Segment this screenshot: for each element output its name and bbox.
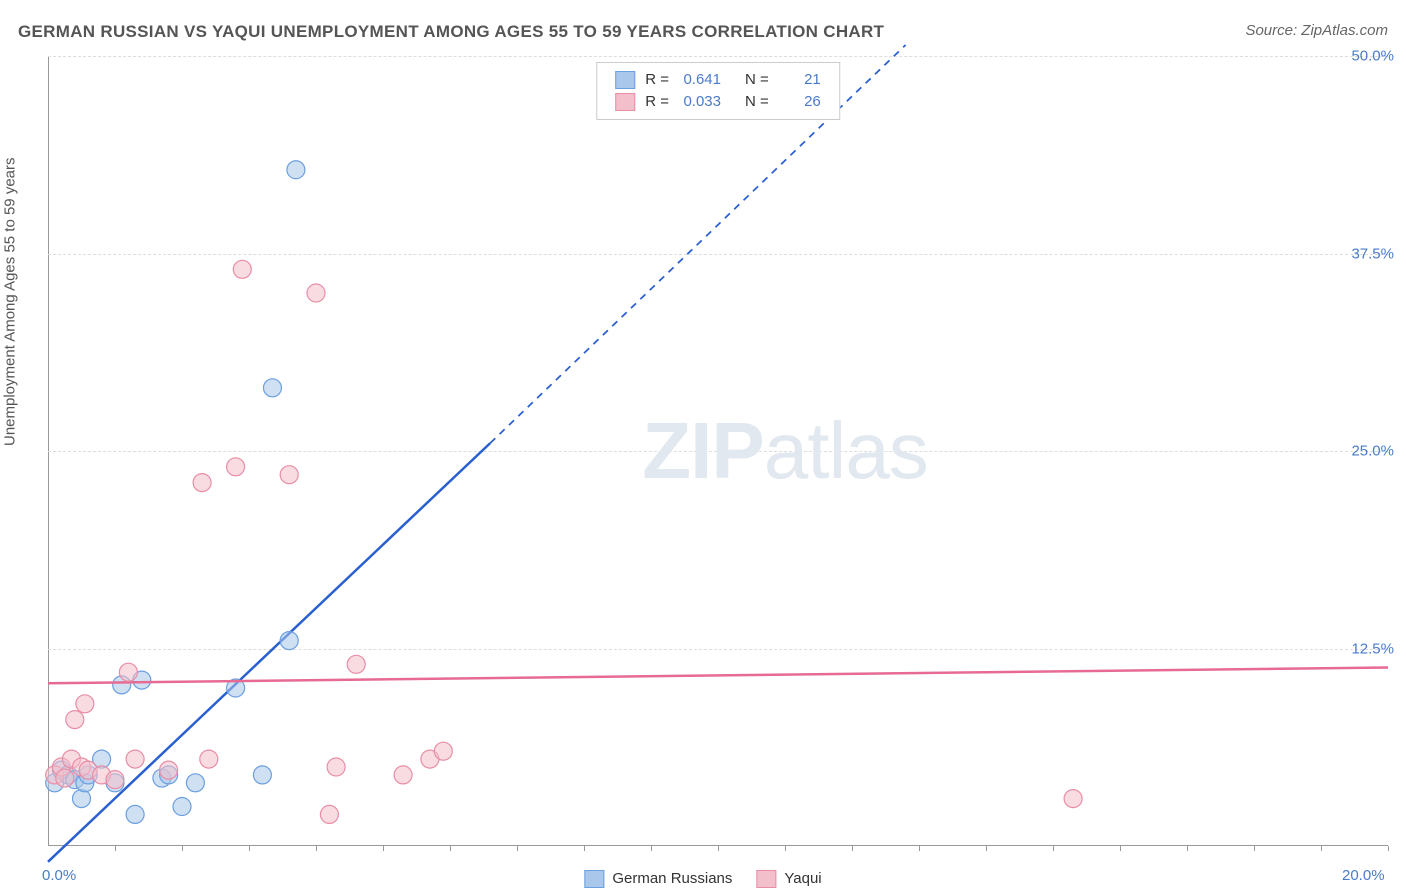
- r-value: 0.033: [679, 91, 721, 113]
- x-tick: [651, 846, 652, 851]
- data-point: [1064, 790, 1082, 808]
- x-tick: [1053, 846, 1054, 851]
- y-tick-label: 25.0%: [1351, 443, 1394, 460]
- x-tick: [1187, 846, 1188, 851]
- x-tick: [919, 846, 920, 851]
- data-point: [434, 742, 452, 760]
- x-tick: [1120, 846, 1121, 851]
- y-tick-label: 37.5%: [1351, 245, 1394, 262]
- legend-swatch: [615, 93, 635, 111]
- x-tick: [1254, 846, 1255, 851]
- x-tick: [383, 846, 384, 851]
- data-point: [200, 750, 218, 768]
- legend-swatch: [756, 870, 776, 888]
- x-tick: [1388, 846, 1389, 851]
- legend-swatch: [584, 870, 604, 888]
- chart-title: GERMAN RUSSIAN VS YAQUI UNEMPLOYMENT AMO…: [18, 22, 884, 42]
- y-axis-label: Unemployment Among Ages 55 to 59 years: [2, 157, 19, 446]
- legend-swatch: [615, 71, 635, 89]
- data-point: [160, 761, 178, 779]
- data-point: [119, 663, 137, 681]
- n-label: N =: [745, 69, 769, 91]
- legend-item: German Russians: [584, 870, 732, 888]
- data-point: [233, 260, 251, 278]
- n-value: 26: [779, 91, 821, 113]
- data-point: [263, 379, 281, 397]
- series-legend: German Russians Yaqui: [584, 870, 821, 888]
- x-tick: [182, 846, 183, 851]
- data-point: [56, 769, 74, 787]
- x-tick: [517, 846, 518, 851]
- data-point: [173, 798, 191, 816]
- data-point: [280, 466, 298, 484]
- correlation-legend: R = 0.641 N = 21 R = 0.033 N = 26: [596, 62, 840, 120]
- x-tick: [584, 846, 585, 851]
- data-point: [186, 774, 204, 792]
- x-tick: [1321, 846, 1322, 851]
- source-attribution: Source: ZipAtlas.com: [1245, 22, 1388, 39]
- x-tick: [986, 846, 987, 851]
- correlation-row: R = 0.641 N = 21: [615, 69, 821, 91]
- x-tick: [450, 846, 451, 851]
- chart-container: GERMAN RUSSIAN VS YAQUI UNEMPLOYMENT AMO…: [0, 0, 1406, 892]
- data-point: [327, 758, 345, 776]
- x-tick: [249, 846, 250, 851]
- data-point: [193, 474, 211, 492]
- n-value: 21: [779, 69, 821, 91]
- x-tick: [316, 846, 317, 851]
- legend-label: German Russians: [612, 870, 732, 887]
- plot-area: ZIPatlas R =0.641N =21R =0.033N =26: [48, 56, 1388, 846]
- y-tick-label: 12.5%: [1351, 640, 1394, 657]
- data-point: [280, 632, 298, 650]
- data-point: [253, 766, 271, 784]
- x-tick: [718, 846, 719, 851]
- correlation-row: R = 0.033 N = 26: [615, 91, 821, 113]
- data-point: [126, 750, 144, 768]
- data-point: [126, 805, 144, 823]
- data-point: [66, 711, 84, 729]
- data-point: [307, 284, 325, 302]
- trend-line: [48, 443, 490, 862]
- legend-item: Yaqui: [756, 870, 821, 888]
- r-label: R =: [645, 69, 669, 91]
- r-value: 0.641: [679, 69, 721, 91]
- data-point: [394, 766, 412, 784]
- r-label: R =: [645, 91, 669, 113]
- data-point: [106, 771, 124, 789]
- data-point: [76, 695, 94, 713]
- scatter-plot-svg: [48, 56, 1388, 846]
- data-point: [287, 161, 305, 179]
- n-label: N =: [745, 91, 769, 113]
- x-tick-label: 0.0%: [42, 867, 76, 884]
- x-tick: [785, 846, 786, 851]
- y-tick-label: 50.0%: [1351, 48, 1394, 65]
- x-tick-label: 20.0%: [1342, 867, 1385, 884]
- legend-label: Yaqui: [784, 870, 821, 887]
- data-point: [347, 655, 365, 673]
- data-point: [227, 458, 245, 476]
- x-tick: [115, 846, 116, 851]
- data-point: [73, 790, 91, 808]
- data-point: [320, 805, 338, 823]
- x-tick: [852, 846, 853, 851]
